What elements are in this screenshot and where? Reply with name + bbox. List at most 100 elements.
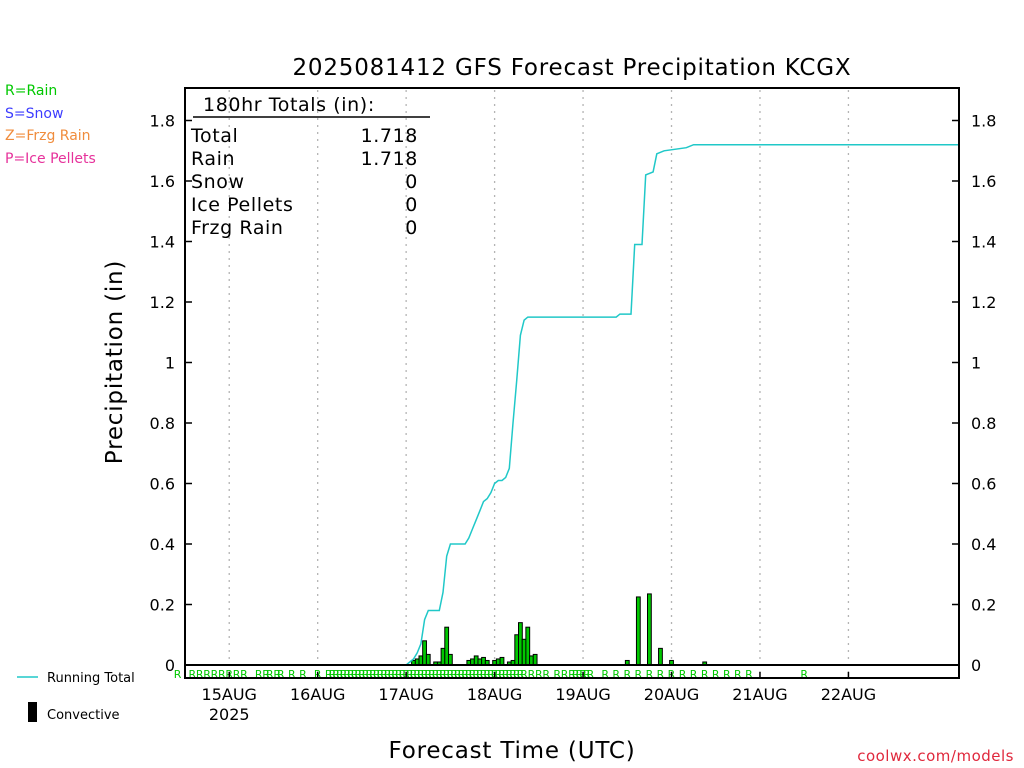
ptype-mark: R bbox=[325, 668, 333, 681]
y-tick-label: 0.6 bbox=[971, 475, 996, 494]
ptype-mark: R bbox=[476, 668, 484, 681]
ptype-mark: R bbox=[498, 668, 506, 681]
ptype-mark: R bbox=[439, 668, 447, 681]
ptype-mark: R bbox=[712, 668, 720, 681]
ptype-mark: R bbox=[472, 668, 480, 681]
running-total-line bbox=[185, 143, 959, 666]
y-tick-label: 0.2 bbox=[150, 596, 175, 615]
y-tick-label: 0.8 bbox=[971, 414, 996, 433]
ptype-mark: R bbox=[365, 668, 373, 681]
x-tick-label: 17AUG bbox=[378, 685, 433, 704]
ptype-mark: R bbox=[435, 668, 443, 681]
ptype-mark: R bbox=[351, 668, 359, 681]
ptype-mark: R bbox=[443, 668, 451, 681]
ptype-mark: R bbox=[535, 668, 543, 681]
rain-bar bbox=[447, 653, 453, 666]
ptype-mark: R bbox=[745, 668, 753, 681]
totals-row-value: 0 bbox=[405, 171, 418, 193]
ptype-mark: R bbox=[487, 668, 495, 681]
ptype-mark: R bbox=[421, 668, 429, 681]
ptype-mark: R bbox=[203, 668, 211, 681]
totals-row-value: 1.718 bbox=[361, 148, 418, 170]
y-tick-label: 0.2 bbox=[971, 596, 996, 615]
ptype-mark: R bbox=[517, 668, 525, 681]
ptype-mark: R bbox=[469, 668, 477, 681]
legend-running-total: Running Total bbox=[47, 671, 135, 686]
x-tick-label: 20AUG bbox=[644, 685, 699, 704]
totals-row-value: 1.718 bbox=[361, 125, 418, 147]
ptype-mark: R bbox=[690, 668, 698, 681]
y-axis-label: Precipitation (in) bbox=[102, 260, 128, 464]
y-tick-label: 1.2 bbox=[150, 293, 175, 312]
series-legend: Running Total Convective bbox=[17, 671, 135, 723]
ptype-mark: R bbox=[612, 668, 620, 681]
ptype-mark: R bbox=[528, 668, 536, 681]
rain-bar bbox=[532, 653, 538, 666]
legend-frzg-rain: Z=Frzg Rain bbox=[5, 128, 91, 144]
ptype-mark: R bbox=[561, 668, 569, 681]
ptype-mark: R bbox=[587, 668, 595, 681]
ptype-mark: R bbox=[362, 668, 370, 681]
ptype-mark: R bbox=[509, 668, 517, 681]
ptype-mark: R bbox=[240, 668, 248, 681]
legend-snow: S=Snow bbox=[5, 106, 63, 122]
ptype-mark: R bbox=[255, 668, 263, 681]
ptype-mark: R bbox=[723, 668, 731, 681]
rain-bar bbox=[425, 653, 431, 666]
ptype-mark: R bbox=[266, 668, 274, 681]
ptype-mark: R bbox=[483, 668, 491, 681]
ptype-mark: R bbox=[432, 668, 440, 681]
ptype-mark: R bbox=[358, 668, 366, 681]
y-tick-label: 0.8 bbox=[150, 414, 175, 433]
ptype-mark: R bbox=[424, 668, 432, 681]
totals-row-value: 0 bbox=[405, 194, 418, 216]
ptype-mark: R bbox=[340, 668, 348, 681]
ptype-mark: R bbox=[395, 668, 403, 681]
ptype-mark: R bbox=[428, 668, 436, 681]
ptype-mark: R bbox=[465, 668, 473, 681]
ptype-mark: R bbox=[494, 668, 502, 681]
y-tick-label: 1.2 bbox=[971, 293, 996, 312]
x-tick-label: 21AUG bbox=[732, 685, 787, 704]
x-tick-label: 18AUG bbox=[467, 685, 522, 704]
ptype-mark: R bbox=[343, 668, 351, 681]
ptype-mark: R bbox=[502, 668, 510, 681]
ptype-mark: R bbox=[454, 668, 462, 681]
ptype-mark: R bbox=[413, 668, 421, 681]
ptype-legend: R=Rain S=Snow Z=Frzg Rain P=Ice Pellets bbox=[5, 83, 96, 167]
ptype-mark: R bbox=[369, 668, 377, 681]
totals-box: 180hr Totals (in): Total 1.718 Rain 1.71… bbox=[190, 94, 430, 239]
ptype-mark: R bbox=[399, 668, 407, 681]
ptype-mark: R bbox=[657, 668, 665, 681]
y-tick-label: 1.6 bbox=[971, 172, 996, 191]
legend-rain: R=Rain bbox=[5, 83, 57, 99]
plot-frame bbox=[184, 87, 960, 679]
x-tick-label: 16AUG bbox=[290, 685, 345, 704]
ptype-mark: R bbox=[576, 668, 584, 681]
x-tick-sublabel: 2025 bbox=[209, 705, 250, 724]
ptype-mark: R bbox=[646, 668, 654, 681]
x-tick-label: 22AUG bbox=[821, 685, 876, 704]
ptype-mark: R bbox=[391, 668, 399, 681]
ptype-mark: R bbox=[679, 668, 687, 681]
rain-bar bbox=[499, 656, 505, 666]
ptype-mark: R bbox=[189, 668, 197, 681]
ptype-mark: R bbox=[406, 668, 414, 681]
totals-row-label: Total bbox=[190, 125, 238, 147]
ptype-mark: R bbox=[583, 668, 591, 681]
ptype-mark: R bbox=[623, 668, 631, 681]
ptype-mark: R bbox=[233, 668, 241, 681]
ptype-mark: R bbox=[480, 668, 488, 681]
ptype-mark: R bbox=[701, 668, 709, 681]
legend-convective: Convective bbox=[47, 708, 120, 723]
ptype-mark: R bbox=[380, 668, 388, 681]
y-tick-label: 1 bbox=[165, 354, 175, 373]
ptype-mark: R bbox=[384, 668, 392, 681]
legend-ice-pellets: P=Ice Pellets bbox=[5, 151, 96, 167]
ptype-mark: R bbox=[572, 668, 580, 681]
ptype-mark: R bbox=[388, 668, 396, 681]
y-tick-label: 0 bbox=[971, 656, 981, 675]
totals-row-label: Rain bbox=[191, 148, 235, 170]
ptype-mark: R bbox=[299, 668, 307, 681]
